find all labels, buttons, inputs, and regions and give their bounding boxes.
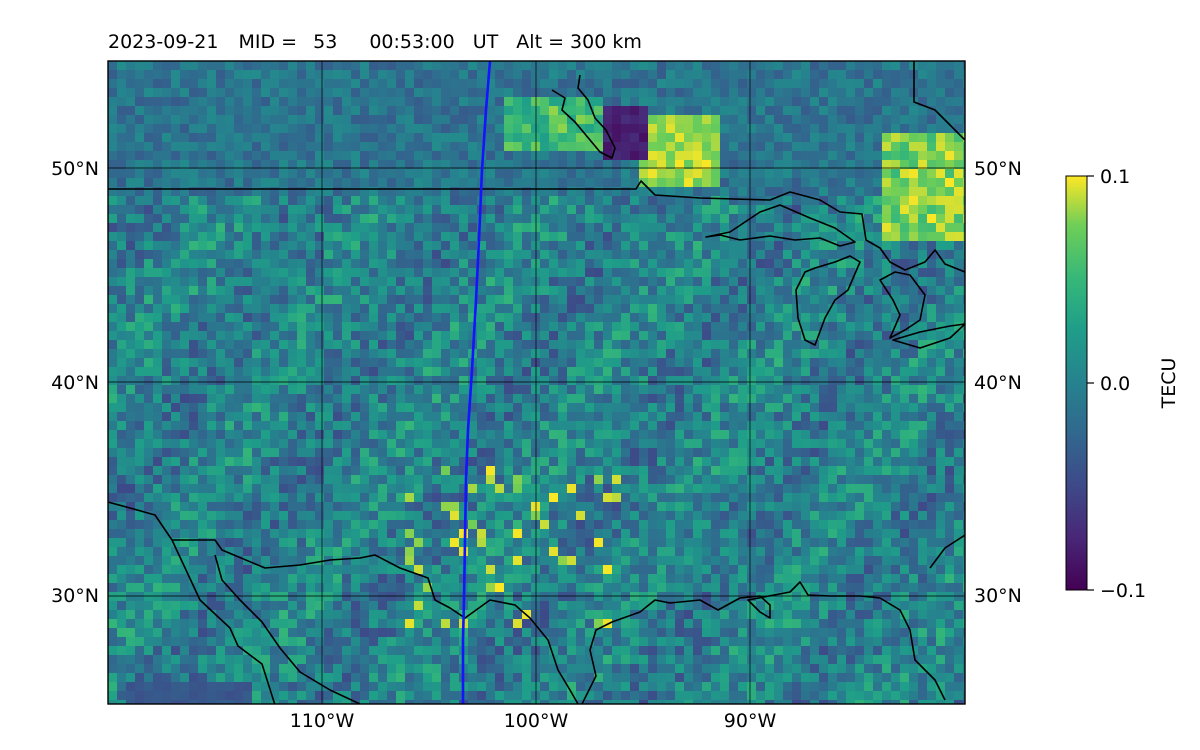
coastlines bbox=[108, 61, 965, 704]
northeast-coast bbox=[913, 61, 965, 141]
lake-michigan bbox=[795, 255, 861, 346]
lon-label-110w: 110°W bbox=[290, 710, 355, 732]
title-mid-label: MID = bbox=[238, 31, 297, 53]
map-title: 2023-09-21 MID = 53 00:53:00 UT Alt = 30… bbox=[108, 31, 642, 53]
colorbar-label-max: 0.1 bbox=[1100, 166, 1130, 188]
satellite-track bbox=[461, 61, 492, 704]
colorbar: 0.1 0.0 −0.1 TECU bbox=[1065, 166, 1180, 602]
title-date: 2023-09-21 bbox=[108, 31, 218, 53]
lat-label-40n-left: 40°N bbox=[51, 372, 99, 394]
lake-huron bbox=[879, 271, 926, 339]
title-time-unit: UT bbox=[473, 31, 499, 53]
lon-label-90w: 90°W bbox=[724, 710, 777, 732]
lat-label-50n-left: 50°N bbox=[51, 158, 99, 180]
gulf-of-california-coast bbox=[214, 554, 361, 704]
colorbar-label-min: −0.1 bbox=[1100, 580, 1146, 602]
baja-coast bbox=[108, 501, 276, 704]
map-area bbox=[108, 61, 965, 704]
colorbar-gradient bbox=[1065, 175, 1088, 591]
hudson-bay-coast bbox=[551, 74, 616, 159]
colorbar-title: TECU bbox=[1158, 358, 1180, 410]
lake-superior bbox=[705, 204, 856, 247]
lat-label-50n-right: 50°N bbox=[974, 158, 1022, 180]
lon-label-100w: 100°W bbox=[504, 710, 569, 732]
lat-label-40n-right: 40°N bbox=[974, 372, 1022, 394]
title-time: 00:53:00 bbox=[369, 31, 454, 53]
tec-heatmap bbox=[108, 61, 965, 704]
colorbar-label-zero: 0.0 bbox=[1100, 373, 1130, 395]
title-mid-value: 53 bbox=[313, 31, 337, 53]
lake-erie bbox=[892, 323, 965, 349]
mexico-us-border bbox=[172, 539, 579, 704]
us-canada-border bbox=[108, 180, 965, 273]
atlantic-coast bbox=[929, 534, 965, 569]
map-frame bbox=[107, 60, 966, 705]
lat-label-30n-left: 30°N bbox=[51, 585, 99, 607]
gulf-coast bbox=[581, 581, 946, 704]
lat-label-30n-right: 30°N bbox=[974, 585, 1022, 607]
title-altitude: Alt = 300 km bbox=[516, 31, 642, 53]
